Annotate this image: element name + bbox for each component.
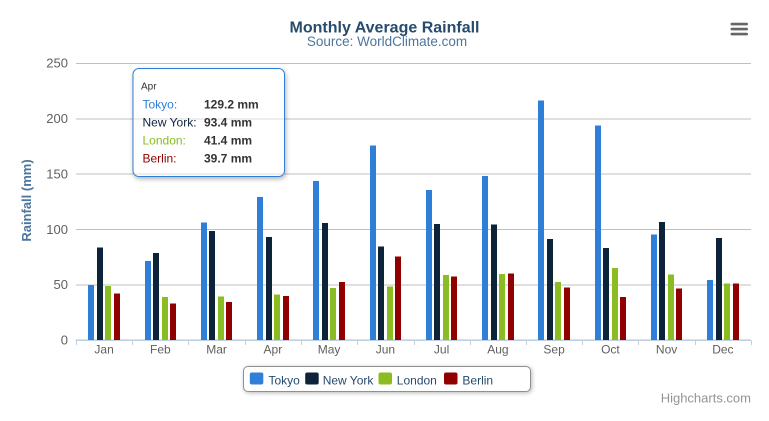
svg-text:Jun: Jun — [376, 343, 395, 357]
svg-text:41.4 mm: 41.4 mm — [204, 134, 252, 148]
svg-text:Berlin:: Berlin: — [143, 152, 177, 166]
svg-text:93.4 mm: 93.4 mm — [204, 116, 252, 130]
svg-text:150: 150 — [46, 166, 68, 181]
svg-text:39.7 mm: 39.7 mm — [204, 152, 252, 166]
svg-text:Highcharts.com: Highcharts.com — [661, 391, 751, 406]
svg-text:250: 250 — [46, 56, 68, 71]
svg-text:200: 200 — [46, 111, 68, 126]
svg-text:Feb: Feb — [150, 343, 171, 357]
svg-text:Jul: Jul — [434, 343, 449, 357]
svg-text:London: London — [397, 373, 437, 387]
svg-text:Mar: Mar — [206, 343, 227, 357]
svg-text:Nov: Nov — [656, 343, 677, 357]
svg-text:Sep: Sep — [543, 343, 565, 357]
svg-text:0: 0 — [61, 333, 68, 348]
svg-text:Monthly Average Rainfall: Monthly Average Rainfall — [290, 20, 480, 37]
svg-text:129.2 mm: 129.2 mm — [204, 98, 259, 112]
svg-text:Rainfall (mm): Rainfall (mm) — [19, 159, 34, 241]
svg-text:London:: London: — [143, 134, 186, 148]
svg-text:100: 100 — [46, 222, 68, 237]
svg-text:Source: WorldClimate.com: Source: WorldClimate.com — [307, 34, 467, 49]
svg-text:Aug: Aug — [487, 343, 508, 357]
svg-text:Jan: Jan — [94, 343, 113, 357]
svg-text:Apr: Apr — [141, 82, 157, 93]
svg-text:New York: New York — [323, 373, 375, 387]
svg-text:Dec: Dec — [712, 343, 733, 357]
svg-text:Apr: Apr — [264, 343, 283, 357]
svg-text:Berlin: Berlin — [462, 373, 493, 387]
svg-text:May: May — [318, 343, 341, 357]
svg-text:50: 50 — [54, 277, 68, 292]
svg-text:Tokyo:: Tokyo: — [143, 98, 178, 112]
svg-text:Oct: Oct — [601, 343, 620, 357]
svg-text:Tokyo: Tokyo — [269, 373, 301, 387]
svg-text:New York:: New York: — [143, 116, 197, 130]
